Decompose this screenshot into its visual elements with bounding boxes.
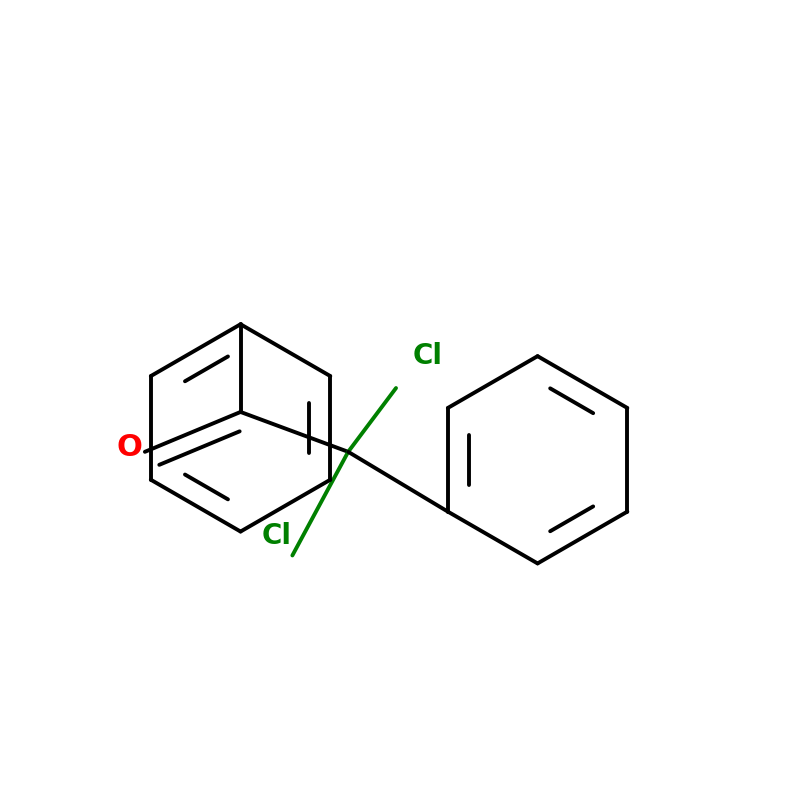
Text: Cl: Cl: [262, 522, 291, 550]
Text: O: O: [116, 434, 142, 462]
Text: Cl: Cl: [413, 342, 443, 370]
